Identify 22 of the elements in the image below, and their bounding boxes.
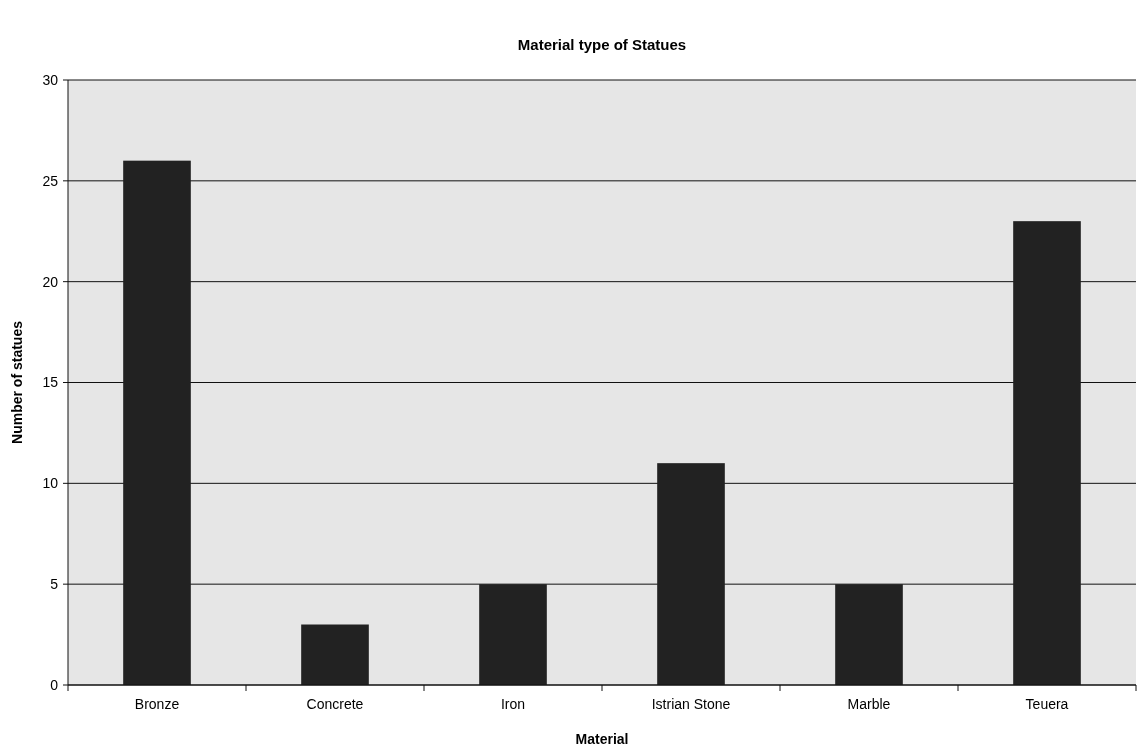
- x-tick-label: Marble: [847, 696, 891, 712]
- y-tick-label: 5: [50, 576, 59, 593]
- bar: [301, 624, 369, 685]
- x-tick-label: Istrian Stone: [651, 696, 731, 712]
- x-tick-label: Concrete: [306, 696, 364, 712]
- y-tick-label: 25: [42, 172, 59, 189]
- y-tick-label: 0: [50, 676, 59, 693]
- y-tick-label: 15: [42, 374, 59, 391]
- y-tick-label: 10: [42, 475, 59, 492]
- bar: [123, 160, 191, 685]
- bar: [835, 584, 903, 685]
- x-axis-title: Material: [575, 731, 629, 747]
- bar: [1013, 221, 1081, 685]
- bar: [479, 584, 547, 685]
- y-axis-title: Number of statues: [9, 320, 25, 444]
- bar: [657, 463, 725, 685]
- chart-title: Material type of Statues: [517, 36, 687, 53]
- x-tick-label: Bronze: [134, 696, 180, 712]
- x-tick-label: Iron: [500, 696, 526, 712]
- y-tick-label: 20: [42, 273, 59, 290]
- y-tick-label: 30: [42, 71, 59, 88]
- x-tick-label: Teuera: [1025, 696, 1069, 712]
